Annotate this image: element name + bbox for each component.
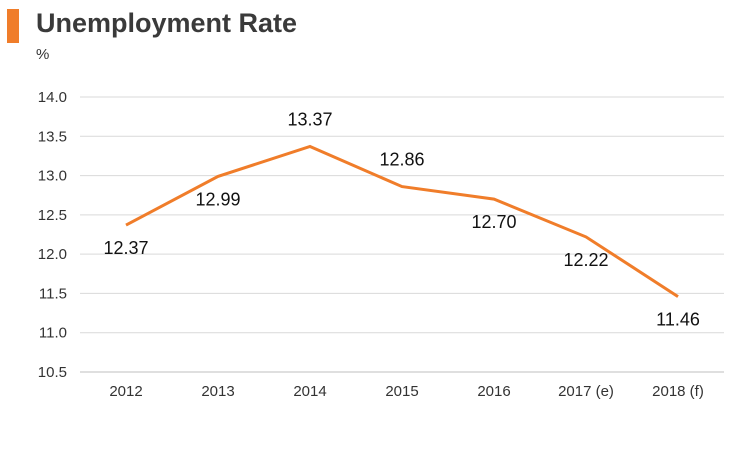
series-line bbox=[125, 144, 679, 298]
data-label: 12.86 bbox=[379, 150, 424, 170]
y-tick-label: 10.5 bbox=[38, 364, 67, 381]
data-label: 12.37 bbox=[103, 238, 148, 258]
title-accent-bar bbox=[7, 9, 19, 43]
y-axis-ticks: 14.0 13.5 13.0 12.5 12.0 11.5 11.0 10.5 bbox=[38, 89, 67, 381]
y-tick-label: 11.0 bbox=[39, 325, 67, 342]
x-tick-label: 2018 (f) bbox=[652, 383, 704, 400]
data-label: 12.22 bbox=[563, 250, 608, 270]
data-label: 13.37 bbox=[287, 110, 332, 130]
x-tick-label: 2017 (e) bbox=[558, 383, 614, 400]
gridlines bbox=[80, 96, 724, 373]
data-label: 11.46 bbox=[656, 310, 700, 330]
y-tick-label: 14.0 bbox=[38, 89, 67, 106]
x-tick-label: 2013 bbox=[201, 383, 234, 400]
y-tick-label: 13.0 bbox=[38, 168, 67, 185]
data-labels: 12.37 12.99 13.37 12.86 12.70 12.22 11.46 bbox=[103, 110, 699, 330]
data-label: 12.99 bbox=[195, 189, 240, 209]
x-tick-label: 2014 bbox=[293, 383, 326, 400]
x-tick-label: 2012 bbox=[109, 383, 142, 400]
y-tick-label: 13.5 bbox=[38, 128, 67, 145]
y-tick-label: 12.5 bbox=[38, 207, 67, 224]
x-tick-label: 2016 bbox=[477, 383, 510, 400]
series-line-group bbox=[125, 144, 679, 298]
y-tick-label: 12.0 bbox=[38, 246, 67, 263]
x-axis-ticks: 2012 2013 2014 2015 2016 2017 (e) 2018 (f) bbox=[109, 383, 704, 400]
y-axis-unit: % bbox=[36, 46, 50, 63]
x-tick-label: 2015 bbox=[385, 383, 418, 400]
data-label: 12.70 bbox=[471, 212, 516, 232]
chart-title: Unemployment Rate bbox=[36, 8, 298, 38]
y-tick-label: 11.5 bbox=[39, 285, 67, 302]
